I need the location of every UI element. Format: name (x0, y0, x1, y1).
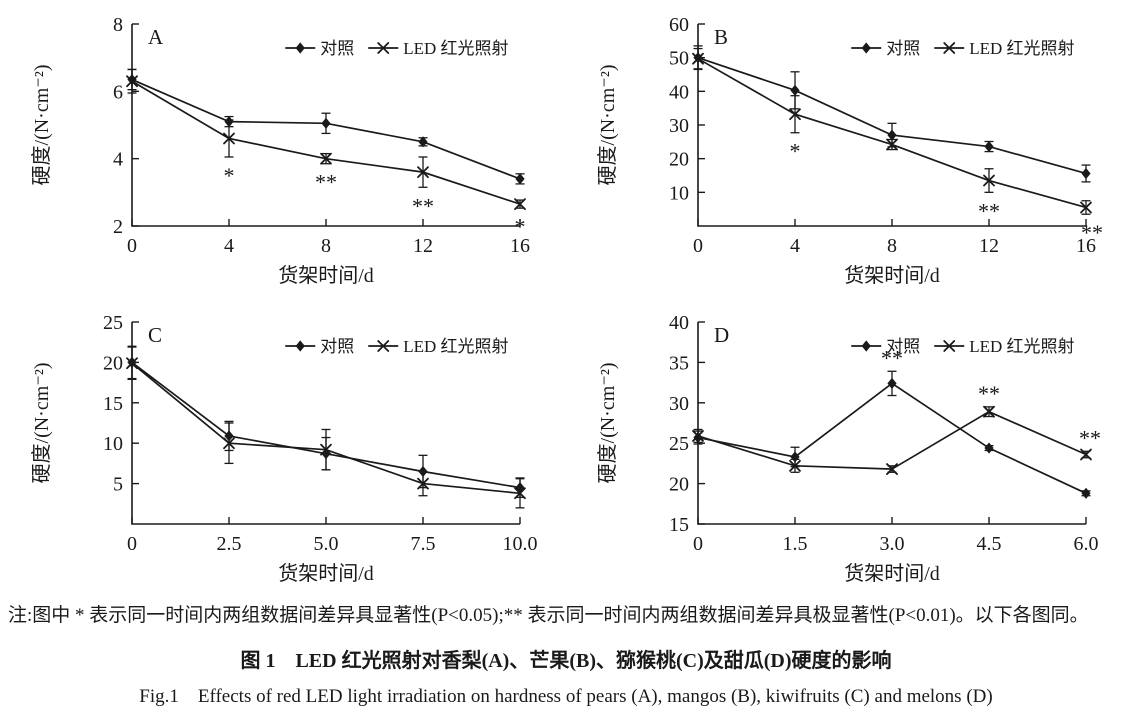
svg-text:60: 60 (669, 14, 689, 36)
svg-text:25: 25 (103, 312, 123, 334)
chart-panel-c: 5 10 15 20 25 0 2.5 5.0 7.5 10.0 货架时间/d 硬度/(N·cm⁻²)… (0, 298, 566, 594)
svg-text:20: 20 (669, 474, 689, 496)
svg-text:5: 5 (113, 474, 123, 496)
svg-text:4: 4 (224, 235, 234, 257)
svg-text:8: 8 (321, 235, 331, 257)
significance-marker: ** (1079, 425, 1101, 450)
legend-label: LED 红光照射 (969, 39, 1074, 58)
significance-marker: * (224, 163, 235, 188)
svg-text:40: 40 (669, 81, 689, 103)
svg-text:0: 0 (693, 235, 703, 257)
svg-text:7.5: 7.5 (411, 533, 436, 555)
svg-text:10: 10 (669, 182, 689, 204)
svg-text:50: 50 (669, 48, 689, 70)
legend-label: 对照 (320, 337, 354, 356)
chart-panel-a: 2 4 6 8 0 4 8 12 16 货架时间/d 硬度/(N·cm⁻²) A * ** ** * 对照 LED… (0, 0, 566, 296)
y-axis-label: 硬度/(N·cm⁻²) (30, 65, 53, 186)
significance-marker: ** (1081, 220, 1103, 245)
line-chart-melons: 15 20 25 30 35 40 0 1.5 3.0 4.5 6.0 货架时间/d 硬度/(N·cm⁻… (596, 312, 1101, 585)
x-axis-label: 货架时间/d (278, 264, 374, 287)
chart-panel-d: 15 20 25 30 35 40 0 1.5 3.0 4.5 6.0 货架时间/d 硬度/(N·cm⁻… (566, 298, 1132, 594)
svg-text:16: 16 (1076, 235, 1096, 257)
legend-label: 对照 (320, 39, 354, 58)
legend-label: LED 红光照射 (403, 337, 508, 356)
svg-text:16: 16 (510, 235, 530, 257)
legend-label: LED 红光照射 (969, 337, 1074, 356)
svg-text:30: 30 (669, 393, 689, 415)
svg-text:0: 0 (127, 235, 137, 257)
svg-text:4.5: 4.5 (977, 533, 1002, 555)
significance-marker: ** (978, 198, 1000, 223)
svg-text:12: 12 (979, 235, 999, 257)
y-axis-label: 硬度/(N·cm⁻²) (30, 363, 53, 484)
figure-note: 注:图中 * 表示同一时间内两组数据间差异具显著性(P<0.05);** 表示同… (8, 605, 1089, 626)
svg-text:20: 20 (669, 149, 689, 171)
svg-text:8: 8 (887, 235, 897, 257)
svg-text:15: 15 (103, 393, 123, 415)
significance-marker: * (790, 139, 801, 164)
svg-text:0: 0 (127, 533, 137, 555)
svg-text:35: 35 (669, 352, 689, 374)
panel-letter: B (714, 25, 728, 49)
significance-marker: ** (315, 170, 337, 195)
legend: 对照 LED 红光照射 (851, 337, 1075, 356)
charts-grid: 2 4 6 8 0 4 8 12 16 货架时间/d 硬度/(N·cm⁻²) A * ** ** * 对照 LED… (0, 0, 1132, 594)
svg-text:6.0: 6.0 (1074, 533, 1099, 555)
significance-marker: * (515, 214, 526, 239)
significance-marker: ** (978, 381, 1000, 406)
legend-label: LED 红光照射 (403, 39, 508, 58)
svg-text:12: 12 (413, 235, 433, 257)
significance-marker: ** (412, 193, 434, 218)
legend-label: 对照 (886, 337, 920, 356)
legend: 对照 LED 红光照射 (285, 337, 509, 356)
significance-marker: ** (881, 345, 903, 370)
svg-text:30: 30 (669, 115, 689, 137)
legend: 对照 LED 红光照射 (851, 39, 1075, 58)
y-axis-label: 硬度/(N·cm⁻²) (596, 65, 619, 186)
panel-letter: A (148, 25, 164, 49)
panel-letter: C (148, 323, 162, 347)
svg-text:4: 4 (113, 149, 123, 171)
svg-text:40: 40 (669, 312, 689, 334)
legend-label: 对照 (886, 39, 920, 58)
svg-text:6: 6 (113, 81, 123, 103)
x-axis-label: 货架时间/d (844, 562, 940, 585)
figure-caption-en: Fig.1 Effects of red LED light irradiati… (139, 685, 993, 707)
x-axis-label: 货架时间/d (278, 562, 374, 585)
chart-panel-b: 10 20 30 40 50 60 0 4 8 12 16 货架时间/d 硬度/(N·cm⁻²) B * **… (566, 0, 1132, 296)
y-axis-label: 硬度/(N·cm⁻²) (596, 363, 619, 484)
x-axis-label: 货架时间/d (844, 264, 940, 287)
svg-text:1.5: 1.5 (783, 533, 808, 555)
svg-text:10.0: 10.0 (503, 533, 538, 555)
svg-text:10: 10 (103, 433, 123, 455)
line-chart-kiwifruits: 5 10 15 20 25 0 2.5 5.0 7.5 10.0 货架时间/d 硬度/(N·cm⁻²)… (30, 312, 538, 585)
svg-text:25: 25 (669, 433, 689, 455)
svg-text:0: 0 (693, 533, 703, 555)
svg-text:2.5: 2.5 (217, 533, 242, 555)
svg-text:3.0: 3.0 (880, 533, 905, 555)
svg-text:2: 2 (113, 216, 123, 238)
panel-letter: D (714, 323, 729, 347)
svg-text:8: 8 (113, 14, 123, 36)
svg-text:20: 20 (103, 352, 123, 374)
figure-caption-zh: 图 1 LED 红光照射对香梨(A)、芒果(B)、猕猴桃(C)及甜瓜(D)硬度的… (240, 649, 892, 672)
svg-text:4: 4 (790, 235, 800, 257)
svg-text:15: 15 (669, 514, 689, 536)
legend: 对照 LED 红光照射 (285, 39, 509, 58)
svg-text:5.0: 5.0 (314, 533, 339, 555)
